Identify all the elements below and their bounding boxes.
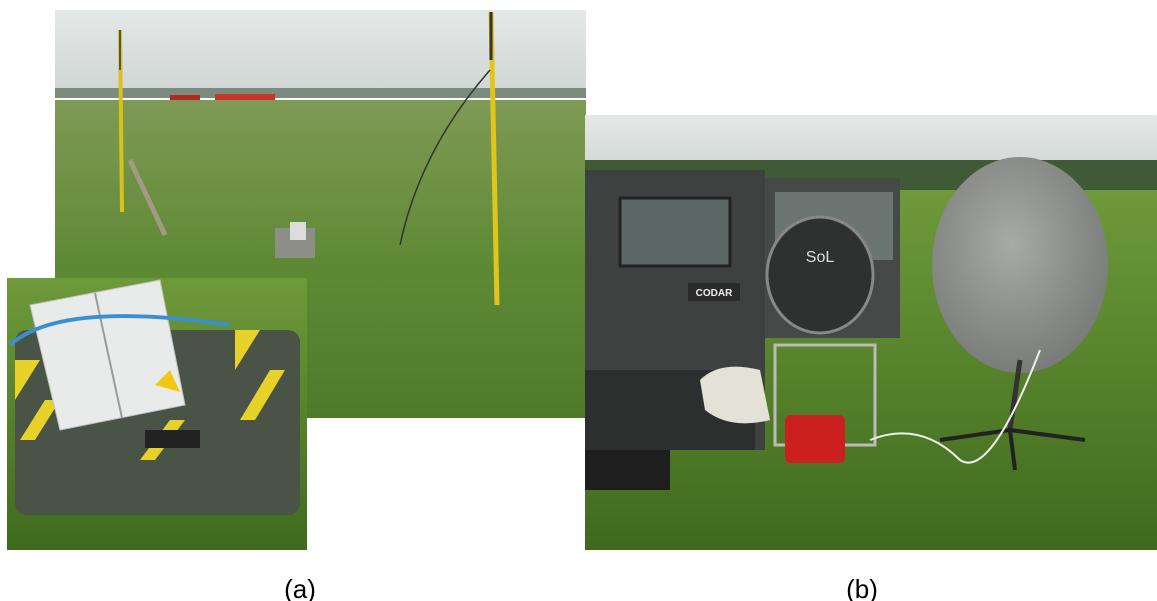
figure: CODAR SoL (a) (b) [0, 0, 1157, 601]
caption-b: (b) [846, 574, 878, 601]
caption-a: (a) [284, 574, 316, 601]
page: CODAR SoL (a) (b) (() => { const data = … [0, 0, 1157, 601]
van-label: CODAR [696, 288, 733, 299]
photo-a-inset [7, 278, 307, 550]
tire-label: SoL [806, 249, 835, 266]
photo-b: CODAR SoL [585, 115, 1157, 550]
